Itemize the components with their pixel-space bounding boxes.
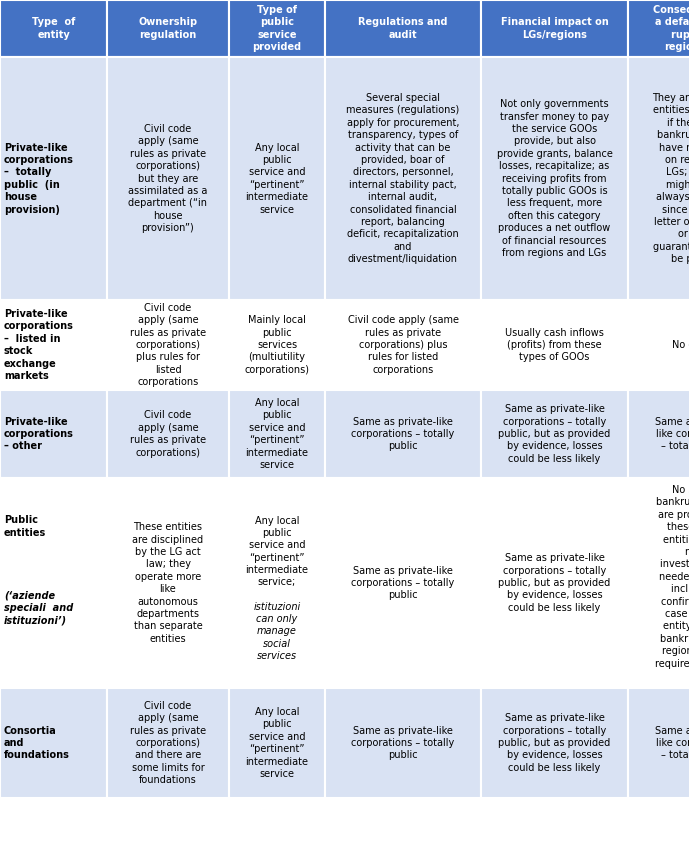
Text: Several special
measures (regulations)
apply for procurement,
transparency, type: Several special measures (regulations) a… [347, 93, 460, 264]
Bar [325, 390, 481, 478]
Text: Usually cash inflows
(profits) from these
types of GOOs: Usually cash inflows (profits) from thes… [505, 328, 604, 363]
Bar [628, 390, 689, 478]
Bar [0, 0, 107, 57]
Text: istituzioni
can only
manage
social
services: istituzioni can only manage social servi… [254, 601, 300, 661]
Bar [0, 390, 107, 478]
Bar [0, 57, 107, 300]
Text: They are separate
entities, therefore
if they go to
bankruptcy they
have no effe: They are separate entities, therefore if… [652, 93, 689, 264]
Text: Mainly local
public
services
(multiutility
corporations): Mainly local public services (multiutili… [245, 315, 309, 374]
Text: Private-like
corporations
–  totally
public  (in
house
provision): Private-like corporations – totally publ… [4, 143, 74, 215]
Text: Any local
public
service and
“pertinent”
intermediate
service: Any local public service and “pertinent”… [245, 707, 309, 779]
Bar [107, 300, 229, 390]
Text: Consequence of
a default/bank-
ruptcy on
regions/LGs: Consequence of a default/bank- ruptcy on… [653, 5, 689, 52]
Text: Same as private-
like corporations
– totally public: Same as private- like corporations – tot… [655, 726, 689, 761]
Text: Same as private-like
corporations – totally
public, but as provided
by evidence,: Same as private-like corporations – tota… [498, 713, 610, 773]
Text: Financial impact on
LGs/regions: Financial impact on LGs/regions [501, 17, 608, 40]
Bar [481, 478, 628, 688]
Bar [229, 57, 325, 300]
Bar [325, 300, 481, 390]
Text: No effects: No effects [672, 340, 689, 350]
Bar [481, 300, 628, 390]
Text: Same as private-like
corporations – totally
public: Same as private-like corporations – tota… [351, 565, 455, 600]
Bar [481, 688, 628, 798]
Bar [628, 57, 689, 300]
Text: Any local
public
service and
“pertinent”
intermediate
service: Any local public service and “pertinent”… [245, 398, 309, 470]
Text: (‘aziende
speciali  and
istituzioni’): (‘aziende speciali and istituzioni’) [4, 591, 73, 626]
Bar [325, 57, 481, 300]
Bar [628, 478, 689, 688]
Bar [229, 390, 325, 478]
Bar [229, 300, 325, 390]
Text: These entities
are disciplined
by the LG act
law; they
operate more
like
autonom: These entities are disciplined by the LG… [132, 522, 203, 644]
Text: Civil code
apply (same
rules as private
corporations)
but they are
assimilated a: Civil code apply (same rules as private … [128, 124, 207, 233]
Text: Civil code apply (same
rules as private
corporations) plus
rules for listed
corp: Civil code apply (same rules as private … [347, 315, 458, 374]
Bar [628, 300, 689, 390]
Bar [325, 0, 481, 57]
Bar [107, 688, 229, 798]
Bar [107, 0, 229, 57]
Bar [0, 300, 107, 390]
Bar [325, 478, 481, 688]
Text: Not only governments
transfer money to pay
the service GOOs
provide, but also
pr: Not only governments transfer money to p… [497, 99, 613, 258]
Text: Same as private-like
corporations – totally
public: Same as private-like corporations – tota… [351, 726, 455, 761]
Text: Public
entities: Public entities [4, 515, 46, 537]
Bar [628, 0, 689, 57]
Text: Civil code
apply (same
rules as private
corporations): Civil code apply (same rules as private … [130, 410, 206, 458]
Bar [229, 0, 325, 57]
Bar [481, 390, 628, 478]
Text: Same as private-like
corporations – totally
public: Same as private-like corporations – tota… [351, 417, 455, 452]
Text: Same as private-like
corporations – totally
public, but as provided
by evidence,: Same as private-like corporations – tota… [498, 404, 610, 464]
Text: Civil code
apply (same
rules as private
corporations)
plus rules for
listed
corp: Civil code apply (same rules as private … [130, 303, 206, 387]
Bar [0, 688, 107, 798]
Text: Civil code
apply (same
rules as private
corporations)
and there are
some limits : Civil code apply (same rules as private … [130, 700, 206, 785]
Text: Private-like
corporations
– other: Private-like corporations – other [4, 417, 74, 452]
Text: Type of
public
service
provided: Type of public service provided [252, 5, 302, 52]
Text: Same as private-
like corporations
– totally public: Same as private- like corporations – tot… [655, 417, 689, 452]
Bar [107, 390, 229, 478]
Bar [325, 688, 481, 798]
Text: Any local
public
service and
“pertinent”
intermediate
service;: Any local public service and “pertinent”… [245, 515, 309, 588]
Bar [481, 57, 628, 300]
Bar [628, 688, 689, 798]
Bar [229, 688, 325, 798]
Text: Consortia
and
foundations: Consortia and foundations [4, 726, 70, 761]
Text: No special
bankruptcy rules
are provided for
these public
entities; while
more
i: No special bankruptcy rules are provided… [655, 485, 689, 681]
Bar [481, 0, 628, 57]
Bar [107, 57, 229, 300]
Text: Type  of
entity: Type of entity [32, 17, 75, 40]
Bar [229, 478, 325, 688]
Text: Private-like
corporations
–  listed in
stock
exchange
markets: Private-like corporations – listed in st… [4, 309, 74, 381]
Bar [107, 478, 229, 688]
Text: Same as private-like
corporations – totally
public, but as provided
by evidence,: Same as private-like corporations – tota… [498, 554, 610, 613]
Text: Ownership
regulation: Ownership regulation [138, 17, 198, 40]
Bar [0, 478, 107, 688]
Text: Regulations and
audit: Regulations and audit [358, 17, 448, 40]
Text: Any local
public
service and
“pertinent”
intermediate
service: Any local public service and “pertinent”… [245, 143, 309, 215]
